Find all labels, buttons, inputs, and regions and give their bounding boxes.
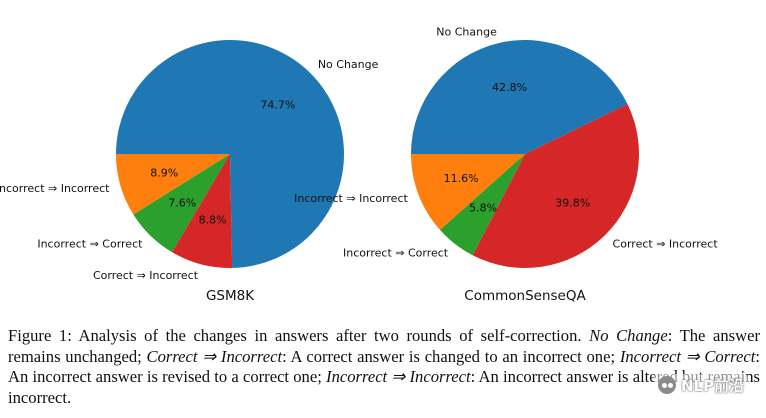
caption-figure-label: Figure 1:	[8, 326, 72, 345]
pie-pct-label-no-change: 42.8%	[492, 81, 527, 94]
caption-def-correct-incorrect: : A correct answer is changed to an inco…	[282, 346, 620, 366]
pie-category-label-incorrect-to-correct: Incorrect ⇒ Correct	[37, 237, 143, 250]
pie-category-label-no-change: No Change	[436, 25, 497, 38]
pie-slice-no-change	[411, 40, 628, 155]
pie-slice-correct-to-incorrect	[472, 104, 639, 268]
caption-term-no-change: No Change	[589, 326, 668, 345]
pie-category-label-incorrect-to-incorrect: Incorrect ⇒ Incorrect	[0, 182, 110, 195]
caption-def-incorrect-correct: : An incorrect answer is revised to a co…	[8, 346, 760, 387]
watermark: NLP前沿	[654, 374, 749, 396]
pie-slice-incorrect-to-incorrect	[116, 154, 230, 215]
caption-def-no-change: : The answer remains unchanged;	[8, 326, 760, 366]
pie-slice-correct-to-incorrect	[171, 154, 233, 269]
pie-pct-label-incorrect-to-incorrect: 8.9%	[150, 166, 178, 179]
caption-intro: Analysis of the changes in answers after…	[71, 326, 590, 345]
pie-pct-label-incorrect-to-correct: 7.6%	[168, 196, 196, 209]
pie-chart-gsm8k: 74.7% No Change 8.8% Correct ⇒ Incorrect 7.6…	[0, 40, 379, 304]
chart-title-commonsenseqa: CommonSenseQA	[464, 288, 586, 304]
pie-category-label-correct-to-incorrect: Correct ⇒ Incorrect	[93, 269, 199, 282]
pie-slice-incorrect-to-correct	[133, 154, 230, 253]
wechat-icon	[658, 376, 676, 394]
pie-pct-label-incorrect-to-incorrect: 11.6%	[444, 172, 479, 185]
pie-pct-label-correct-to-incorrect: 39.8%	[555, 196, 590, 209]
pie-chart-commonsenseqa: 42.8% No Change 39.8% Correct ⇒ Incorrect 5.…	[294, 25, 718, 304]
caption-term-incorrect-incorrect: Incorrect ⇒ Incorrect	[326, 367, 471, 386]
pie-slice-incorrect-to-correct	[439, 154, 525, 256]
pie-pct-label-correct-to-incorrect: 8.8%	[199, 214, 227, 227]
watermark-text: NLP前沿	[681, 376, 745, 395]
pie-pct-label-no-change: 74.7%	[260, 99, 295, 112]
figure-caption: Figure 1: Analysis of the changes in ans…	[8, 326, 760, 408]
pie-category-label-incorrect-to-incorrect: Incorrect ⇒ Incorrect	[294, 192, 408, 205]
pie-slice-incorrect-to-incorrect	[411, 154, 525, 230]
caption-term-incorrect-correct: Incorrect ⇒ Correct	[619, 346, 756, 366]
pie-category-label-correct-to-incorrect: Correct ⇒ Incorrect	[613, 237, 719, 250]
pie-slice-no-change	[116, 40, 345, 268]
chart-title-gsm8k: GSM8K	[206, 288, 255, 304]
caption-term-correct-incorrect: Correct ⇒ Incorrect	[146, 346, 283, 366]
pie-pct-label-incorrect-to-correct: 5.8%	[469, 202, 497, 215]
pie-category-label-no-change: No Change	[318, 58, 379, 71]
pie-category-label-incorrect-to-correct: Incorrect ⇒ Correct	[343, 247, 449, 260]
